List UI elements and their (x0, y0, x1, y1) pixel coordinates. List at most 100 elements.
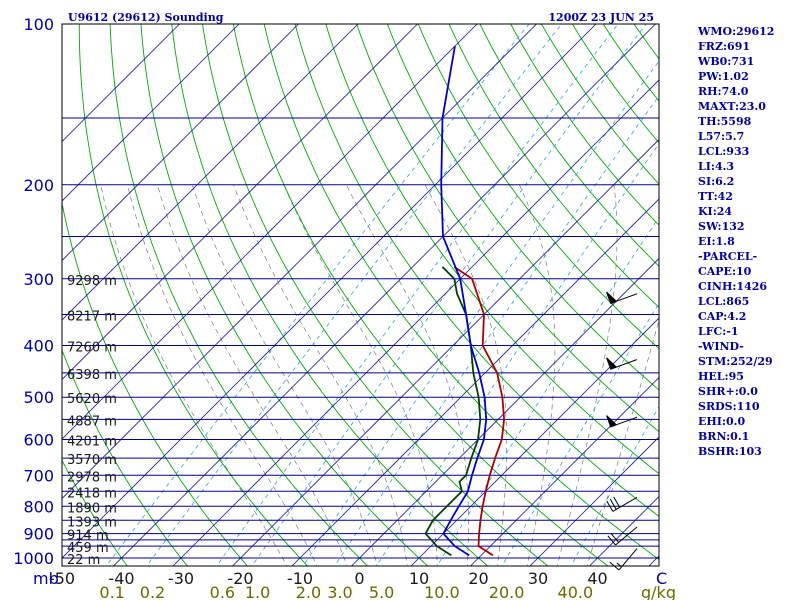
pressure-tick-label: 600 (23, 431, 54, 450)
mixing-ratio-line (436, 216, 659, 566)
isotherm-line (112, 24, 657, 566)
sounding-index: BRN:0.1 (698, 430, 750, 443)
sounding-index: WMO:29612 (698, 25, 775, 38)
mixing-ratio-tick-label: 0.6 (210, 583, 235, 600)
dry-adiabat-line (448, 24, 659, 308)
temperature-tick-label: 40 (587, 569, 607, 588)
moist-adiabat-line (345, 184, 469, 566)
sounding-index: KI:24 (698, 205, 733, 218)
sounding-index: RH:74.0 (698, 85, 749, 98)
dry-adiabat-line (294, 24, 659, 517)
isotherm-line (410, 317, 659, 566)
sounding-index: PW:1.02 (698, 70, 749, 83)
isotherm-line (62, 24, 538, 500)
sounding-index: LFC:-1 (698, 325, 739, 338)
isotherm-line (62, 24, 597, 559)
isotherm-line (62, 24, 300, 262)
dry-adiabat-line (62, 348, 188, 566)
mixing-ratio-line (251, 24, 647, 566)
sounding-index: CINH:1426 (698, 280, 768, 293)
moist-adiabat-line (100, 184, 288, 566)
sounding-index: FRZ:691 (698, 40, 751, 53)
height-label: 914 m (67, 529, 109, 544)
sounding-index: TH:5598 (698, 115, 752, 128)
chart-title: U9612 (29612) Sounding (68, 11, 224, 24)
mixing-ratio-line (216, 24, 619, 566)
sounding-index: SW:132 (698, 220, 745, 233)
wetbulb-profile-line (440, 45, 488, 557)
pressure-tick-label: 900 (23, 525, 54, 544)
mixing-ratio-line (501, 302, 659, 566)
profile-series (424, 45, 506, 557)
sounding-indices-panel: WMO:29612 FRZ:691 WB0:731 PW:1.02 RH:74.0 MAX… (698, 24, 798, 459)
moist-adiabat-line (519, 184, 556, 566)
temperature-tick-label: 10 (409, 569, 429, 588)
height-label: 7260 m (67, 341, 117, 356)
wind-barb-feather (609, 498, 617, 510)
mixing-ratio-tick-label: 3.0 (327, 583, 352, 600)
dry-adiabat-line (140, 24, 429, 566)
temperature-profile-line (453, 266, 506, 557)
sounding-index: L57:5.7 (698, 130, 745, 143)
height-label: 22 m (67, 553, 100, 568)
wind-barb-pennant (606, 357, 618, 370)
height-label: 2418 m (67, 486, 117, 501)
sounding-index: LCL:865 (698, 295, 750, 308)
sounding-index: -WIND- (698, 340, 744, 353)
moist-adiabats (100, 184, 659, 566)
temperature-tick-label: 30 (528, 569, 548, 588)
sounding-index: BSHR:103 (698, 445, 762, 458)
wind-barb-feather (606, 500, 614, 512)
mixing-ratio-unit-label: g/kg (641, 583, 676, 600)
moist-adiabat-line (586, 318, 659, 566)
height-label: 459 m (67, 541, 109, 556)
sounding-index: LI:4.3 (698, 160, 735, 173)
isotherm-line (62, 24, 478, 440)
sounding-index: SHR+:0.0 (698, 385, 758, 398)
sounding-index: CAP:4.2 (698, 310, 747, 323)
sounding-index: CAPE:10 (698, 265, 752, 278)
mixing-ratio-tick-label: 0.1 (99, 583, 124, 600)
wind-barb-feather (613, 496, 621, 508)
sounding-index: HEL:95 (698, 370, 744, 383)
mixing-ratio-tick-label: 5.0 (369, 583, 394, 600)
moist-adiabat-line (126, 184, 318, 566)
sounding-index: TT:42 (698, 190, 733, 203)
wind-barb-feather (610, 532, 619, 543)
dry-adiabats (62, 24, 659, 566)
temperature-tick-label: 0 (354, 569, 364, 588)
temperature-tick-label: -40 (108, 569, 134, 588)
isotherm-line (350, 257, 659, 566)
mixing-ratio-tick-label: 20.0 (489, 583, 525, 600)
isotherm-line (469, 376, 659, 566)
mixing-ratio-line (302, 60, 659, 566)
dry-adiabat-line (109, 24, 369, 566)
dry-adiabat-line (417, 24, 659, 350)
height-label: 8217 m (67, 310, 117, 325)
isotherm-line (62, 24, 419, 381)
isotherm-line (231, 138, 659, 566)
sounding-index: SI:6.2 (698, 175, 735, 188)
dry-adiabat-line (171, 24, 489, 566)
dry-adiabat-line (356, 24, 659, 433)
dry-adiabat-line (78, 24, 309, 566)
pressure-tick-label: 500 (23, 388, 54, 407)
pressure-tick-label: 800 (23, 497, 54, 516)
moist-adiabat-line (191, 184, 378, 566)
temperature-unit-label: C (656, 569, 667, 588)
mixing-ratio-tick-label: 1.0 (245, 583, 270, 600)
dry-adiabat-line (62, 459, 128, 566)
sounding-index: EI:1.8 (698, 235, 735, 248)
height-label: 4887 m (67, 414, 117, 429)
height-label: 5620 m (67, 392, 117, 407)
pressure-tick-label: 400 (23, 337, 54, 356)
height-label: 6398 m (67, 368, 117, 383)
moist-adiabat-line (283, 184, 438, 566)
wind-barb-staff (615, 526, 638, 546)
pressure-tick-label: 700 (23, 466, 54, 485)
isotherms (62, 24, 659, 566)
height-labels: 9298 m 8217 m 7260 m 6398 m 5620 m 4887 m 4201… (67, 274, 117, 568)
height-label: 1393 m (67, 515, 117, 530)
dry-adiabat-line (386, 24, 659, 391)
wind-barb-pennant (606, 415, 618, 428)
